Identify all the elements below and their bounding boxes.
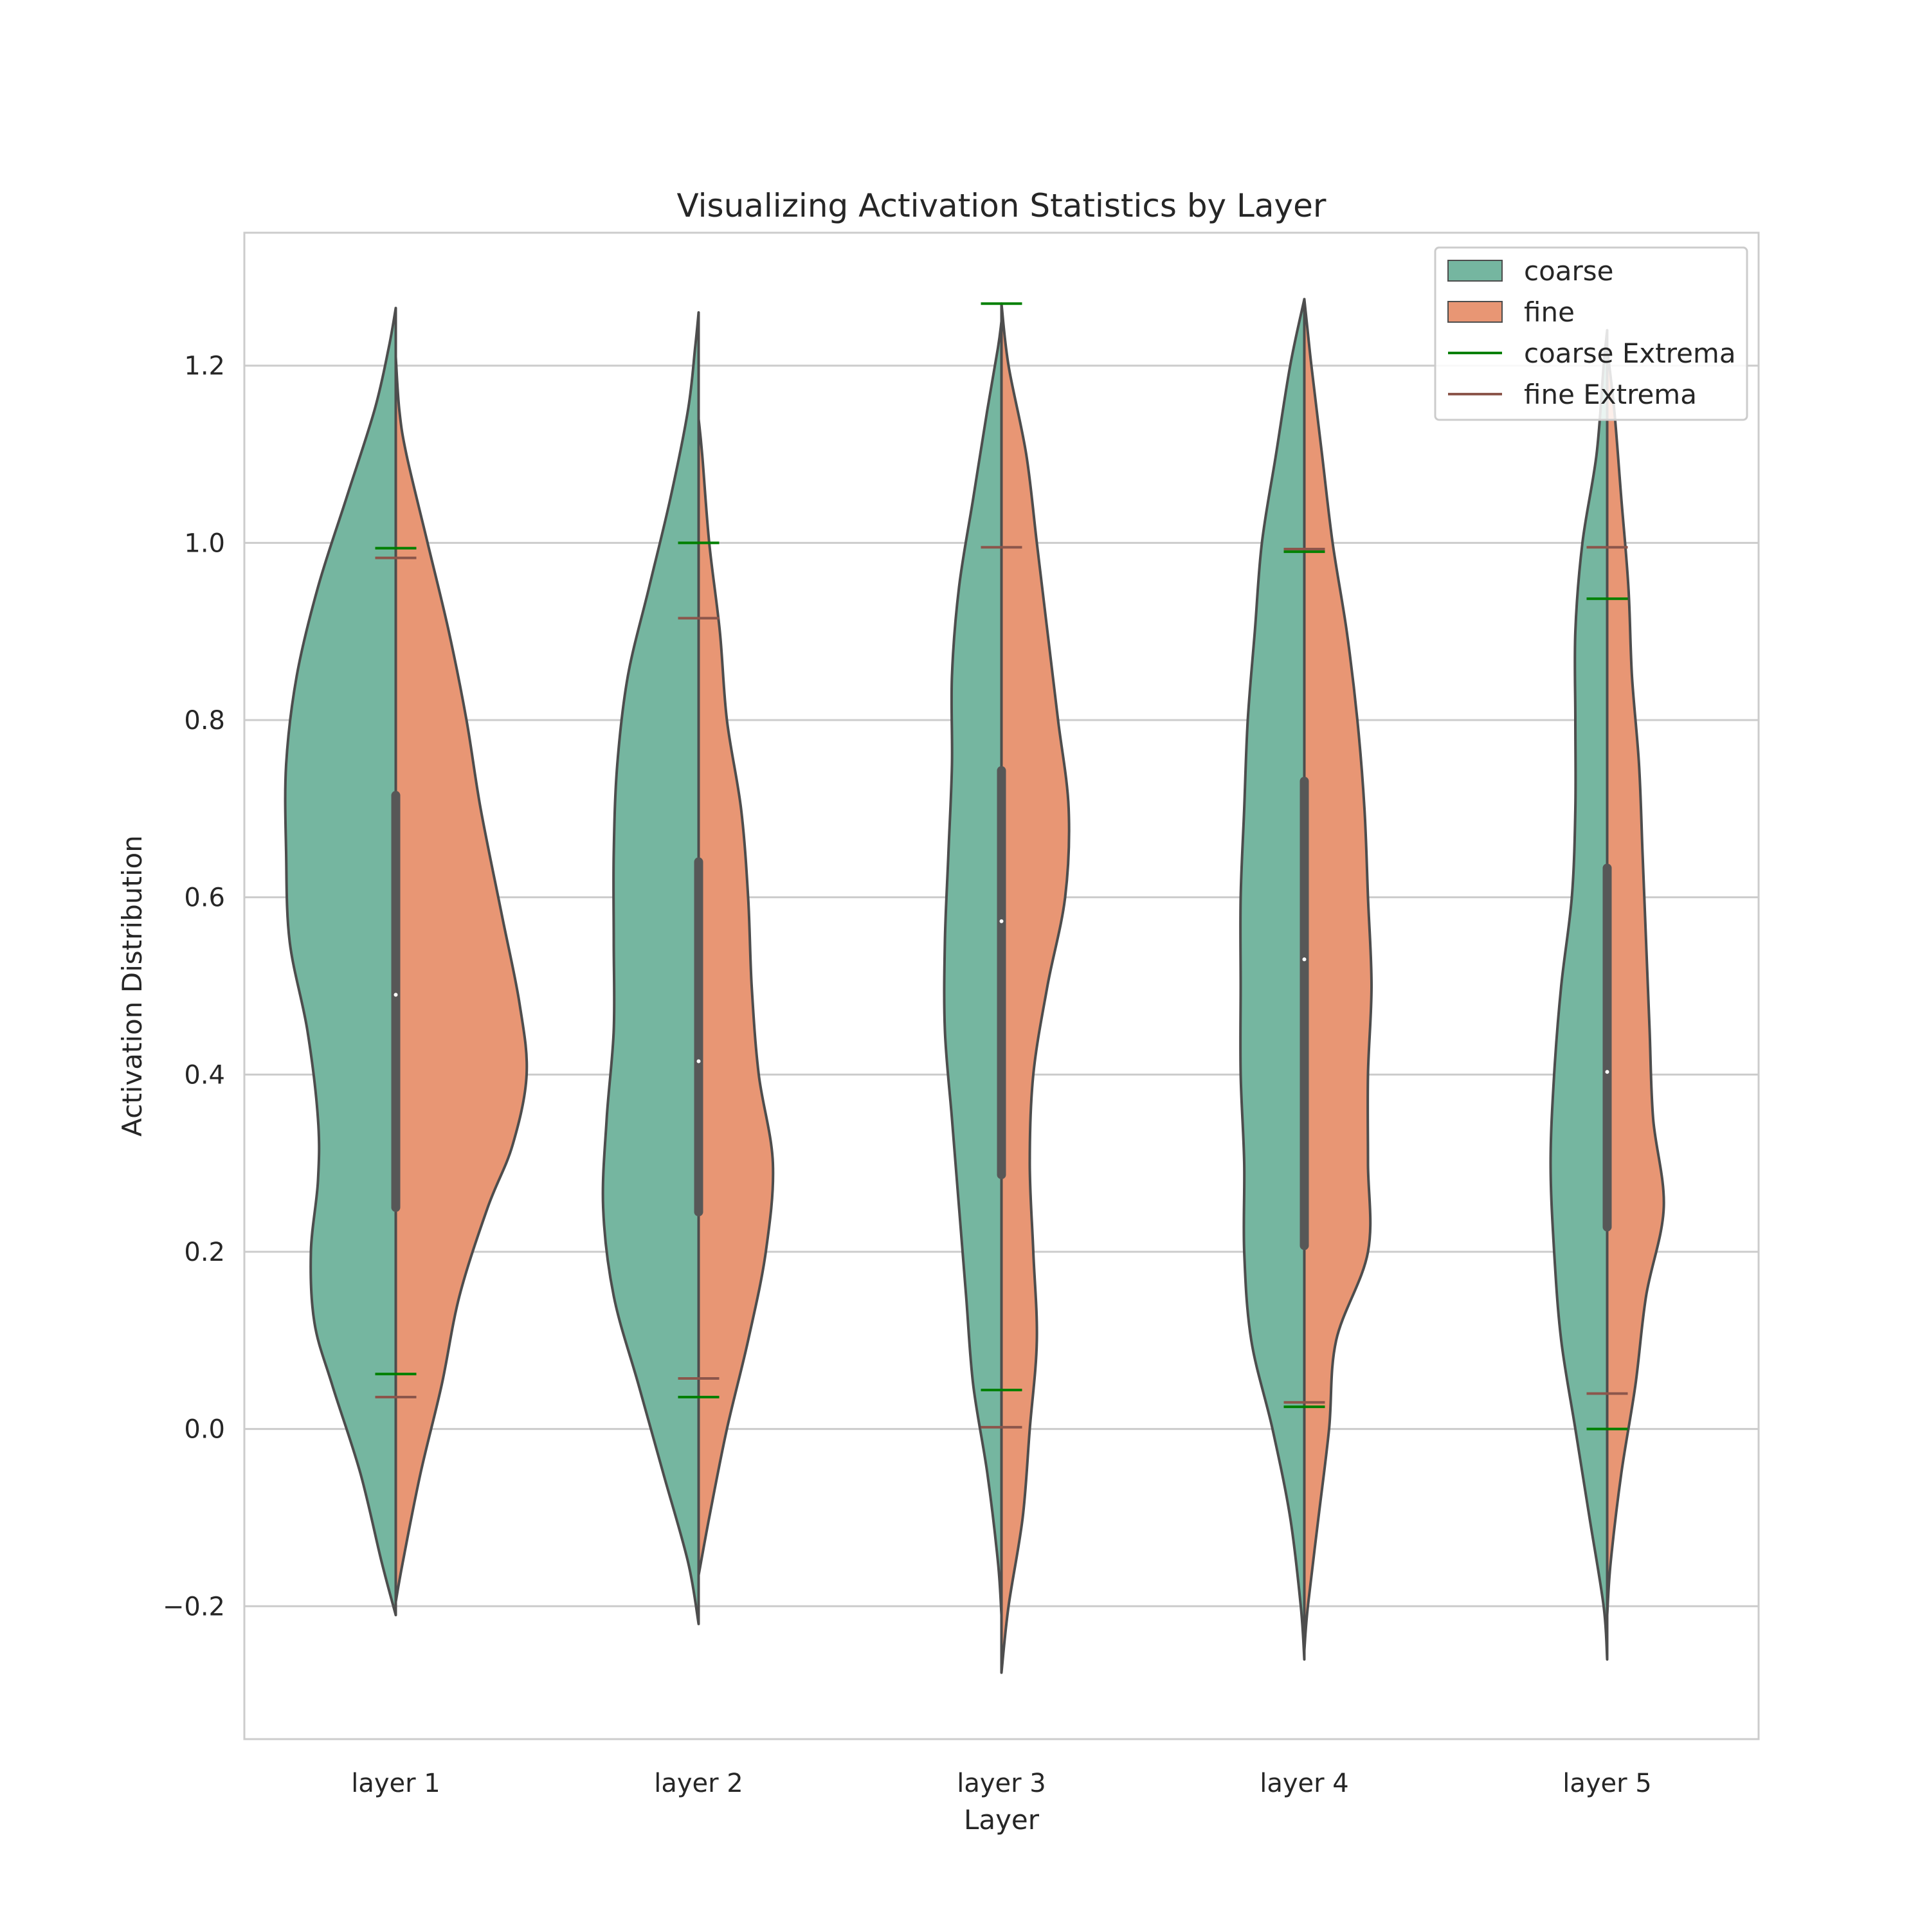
violin-half-fine bbox=[1000, 302, 1071, 1674]
violin-layer-2 bbox=[601, 311, 775, 1625]
violin-layer-4 bbox=[1239, 298, 1373, 1661]
legend-label: coarse bbox=[1524, 255, 1614, 287]
y-tick-label: 1.0 bbox=[184, 528, 225, 558]
median-point bbox=[394, 993, 398, 997]
legend-swatch-coarse bbox=[1447, 260, 1503, 282]
legend-swatch-fine bbox=[1447, 301, 1503, 323]
violin-half-fine bbox=[697, 417, 775, 1577]
extrema-markers bbox=[375, 302, 1628, 1431]
x-tick-label: layer 2 bbox=[654, 1769, 743, 1798]
violin-layer-3 bbox=[943, 302, 1071, 1674]
y-tick-labels: −0.2 0.0 0.2 0.4 0.6 0.8 1.0 1.2 bbox=[163, 352, 225, 1622]
violin-half-coarse bbox=[601, 311, 700, 1625]
violin-half-coarse bbox=[1239, 298, 1306, 1661]
violin-layer-5 bbox=[1549, 329, 1665, 1661]
y-tick-label: 0.6 bbox=[184, 883, 225, 913]
violin-layer-1 bbox=[284, 307, 529, 1617]
chart-title: Visualizing Activation Statistics by Lay… bbox=[677, 187, 1327, 224]
x-tick-label: layer 4 bbox=[1260, 1769, 1349, 1798]
legend-label: fine bbox=[1524, 296, 1575, 328]
x-tick-label: layer 3 bbox=[957, 1769, 1046, 1798]
x-axis-title: Layer bbox=[964, 1804, 1040, 1836]
legend-label: coarse Extrema bbox=[1524, 338, 1736, 369]
violin-half-fine bbox=[394, 355, 529, 1603]
y-tick-label: 0.8 bbox=[184, 706, 225, 736]
legend-box bbox=[1434, 246, 1748, 421]
plot-frame bbox=[243, 231, 1760, 1740]
y-axis-title: Activation Distribution bbox=[116, 835, 148, 1137]
median-point bbox=[999, 919, 1004, 923]
y-tick-label: 1.2 bbox=[184, 352, 225, 381]
median-point bbox=[1302, 957, 1307, 962]
legend: coarse fine coarse Extrema fine Extrema bbox=[1434, 246, 1748, 421]
y-tick-label: 0.2 bbox=[184, 1238, 225, 1267]
violin-half-fine bbox=[1606, 347, 1665, 1617]
y-tick-label: −0.2 bbox=[163, 1592, 225, 1621]
median-point bbox=[696, 1059, 701, 1063]
violin-half-coarse bbox=[284, 307, 397, 1617]
violin-series bbox=[284, 298, 1665, 1674]
x-tick-label: layer 1 bbox=[351, 1769, 440, 1798]
x-tick-labels: layer 1 layer 2 layer 3 layer 4 layer 5 bbox=[351, 1769, 1652, 1798]
violin-half-coarse bbox=[1549, 329, 1609, 1661]
y-tick-label: 0.4 bbox=[184, 1060, 225, 1090]
violin-half-fine bbox=[1303, 298, 1373, 1652]
x-tick-label: layer 5 bbox=[1562, 1769, 1652, 1798]
median-point bbox=[1605, 1070, 1609, 1074]
y-tick-label: 0.0 bbox=[184, 1415, 225, 1445]
violin-half-coarse bbox=[943, 320, 1003, 1617]
legend-label: fine Extrema bbox=[1524, 379, 1697, 410]
